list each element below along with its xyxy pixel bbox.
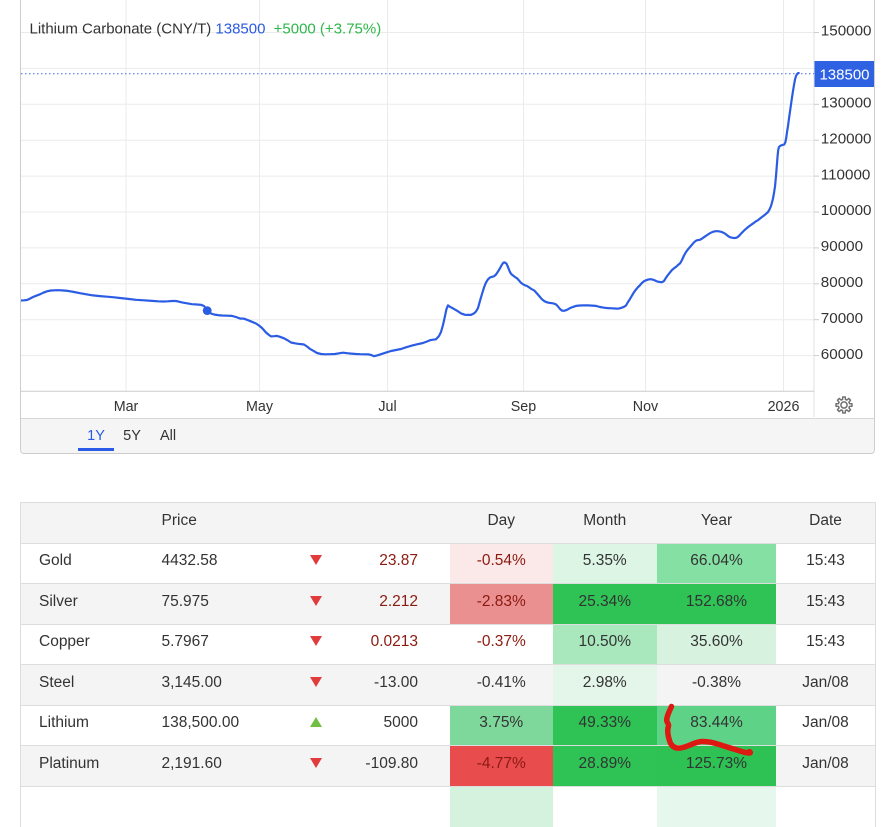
svg-text:Sep: Sep <box>511 399 536 415</box>
svg-text:90000: 90000 <box>821 238 863 255</box>
svg-text:60000: 60000 <box>821 346 863 363</box>
svg-text:Lithium Carbonate (CNY/T) 1385: Lithium Carbonate (CNY/T) 138500 +5000 (… <box>30 21 382 38</box>
svg-text:70000: 70000 <box>821 310 863 327</box>
svg-text:138500: 138500 <box>819 67 869 84</box>
svg-text:150000: 150000 <box>821 23 872 40</box>
svg-text:120000: 120000 <box>821 130 872 147</box>
svg-text:130000: 130000 <box>821 95 872 112</box>
svg-text:Nov: Nov <box>633 399 659 415</box>
svg-text:May: May <box>246 399 274 415</box>
svg-text:Jul: Jul <box>378 399 396 415</box>
svg-text:2026: 2026 <box>768 399 800 415</box>
svg-text:Mar: Mar <box>114 399 139 415</box>
svg-text:110000: 110000 <box>821 166 871 183</box>
svg-text:80000: 80000 <box>821 274 863 291</box>
svg-text:100000: 100000 <box>821 202 872 219</box>
